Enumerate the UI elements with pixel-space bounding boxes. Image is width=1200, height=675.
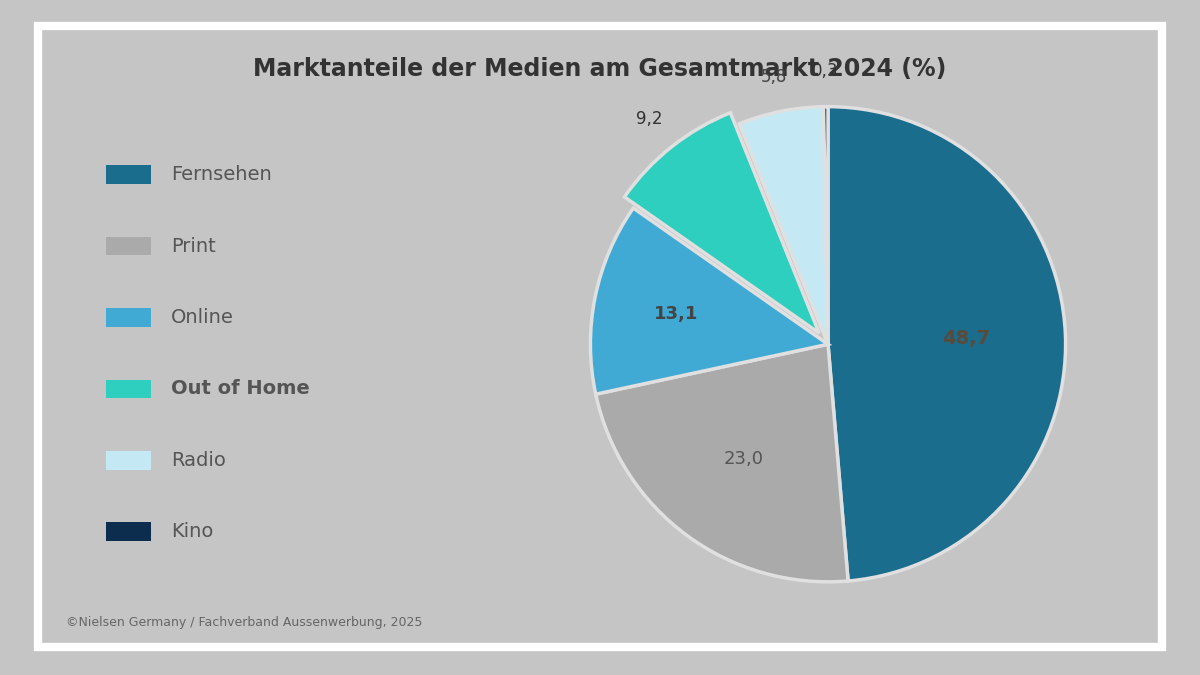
Wedge shape xyxy=(590,208,828,394)
Bar xyxy=(106,165,151,184)
Text: Radio: Radio xyxy=(170,451,226,470)
Text: Kino: Kino xyxy=(170,522,214,541)
Text: 5,8: 5,8 xyxy=(761,68,787,86)
Text: Marktanteile der Medien am Gesamtmarkt 2024 (%): Marktanteile der Medien am Gesamtmarkt 2… xyxy=(253,57,947,81)
Text: 23,0: 23,0 xyxy=(724,450,763,468)
Wedge shape xyxy=(595,344,848,582)
Wedge shape xyxy=(828,107,1066,581)
Bar xyxy=(106,308,151,327)
Text: 48,7: 48,7 xyxy=(942,329,990,348)
Text: Fernsehen: Fernsehen xyxy=(170,165,271,184)
Wedge shape xyxy=(823,107,828,344)
Text: Out of Home: Out of Home xyxy=(170,379,310,398)
Wedge shape xyxy=(739,107,828,344)
Text: 13,1: 13,1 xyxy=(654,304,698,323)
Text: 0,3: 0,3 xyxy=(812,62,839,80)
Text: Online: Online xyxy=(170,308,234,327)
Bar xyxy=(106,451,151,470)
Text: Print: Print xyxy=(170,237,216,256)
Text: 9,2: 9,2 xyxy=(636,110,662,128)
Wedge shape xyxy=(624,113,820,333)
Text: ©Nielsen Germany / Fachverband Aussenwerbung, 2025: ©Nielsen Germany / Fachverband Aussenwer… xyxy=(66,616,422,629)
Bar xyxy=(106,237,151,255)
Bar xyxy=(106,379,151,398)
Bar xyxy=(106,522,151,541)
